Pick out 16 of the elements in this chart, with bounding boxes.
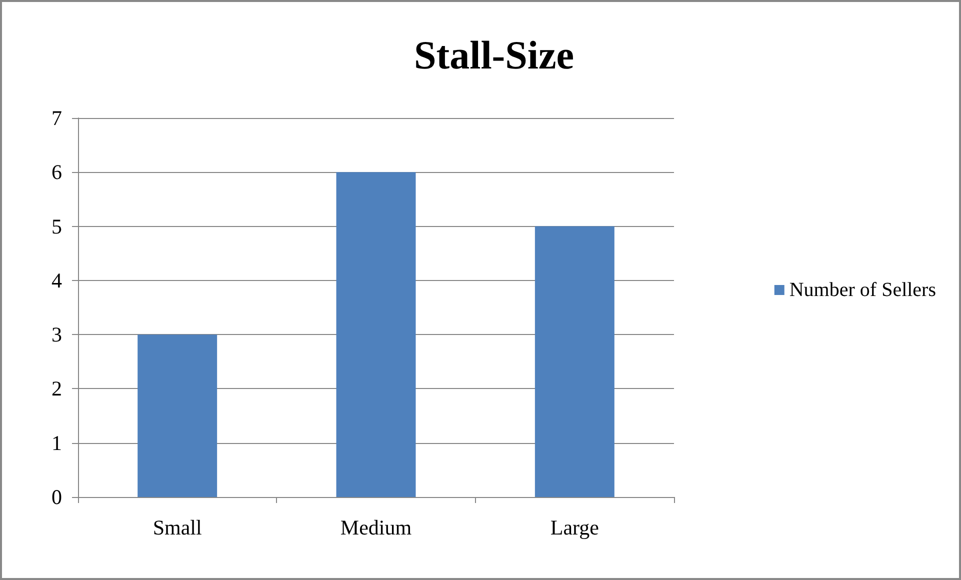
y-tick-label: 0	[52, 485, 62, 509]
y-tick-label: 6	[52, 160, 62, 184]
y-tick-label: 2	[52, 376, 62, 401]
y-tick-label: 7	[52, 106, 62, 130]
y-tick-label: 4	[52, 268, 62, 292]
bar	[336, 172, 416, 497]
x-tick-label: Small	[152, 516, 202, 540]
legend-label: Number of Sellers	[789, 279, 936, 301]
x-tick-label: Large	[550, 516, 599, 540]
chart-title: Stall-Size	[414, 32, 574, 78]
y-tick-label: 3	[52, 322, 62, 347]
y-tick-label: 5	[52, 214, 62, 238]
bar	[534, 226, 614, 497]
x-tick-label: Medium	[340, 516, 412, 540]
y-tick-label: 1	[52, 430, 62, 455]
bar	[138, 334, 218, 497]
